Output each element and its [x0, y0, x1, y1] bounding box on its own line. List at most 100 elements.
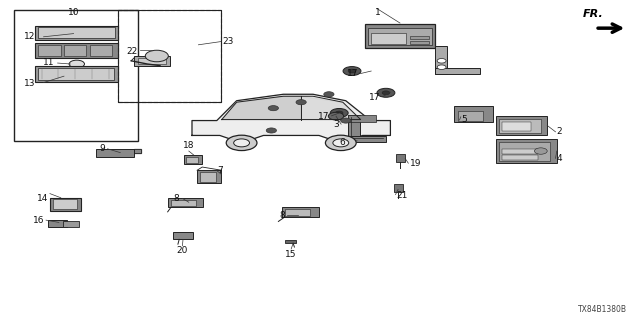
Bar [435, 46, 447, 74]
Bar [348, 115, 376, 122]
Text: 9: 9 [100, 144, 106, 153]
Text: 1: 1 [375, 8, 380, 17]
Text: 12: 12 [24, 32, 35, 41]
Bar [38, 27, 115, 38]
Text: 13: 13 [24, 79, 35, 88]
Bar [348, 136, 386, 142]
Text: 14: 14 [36, 194, 48, 203]
Circle shape [534, 148, 547, 154]
Bar [35, 26, 118, 40]
Text: 11: 11 [43, 58, 54, 67]
Bar [50, 198, 81, 211]
Bar [173, 232, 193, 239]
Circle shape [382, 91, 390, 95]
Text: 20: 20 [177, 246, 188, 255]
Bar [184, 155, 202, 164]
Bar [458, 111, 483, 121]
Bar [90, 45, 112, 56]
Text: 23: 23 [223, 37, 234, 46]
Text: 15: 15 [285, 250, 297, 259]
Bar [285, 240, 296, 243]
Bar [35, 43, 118, 58]
Bar [410, 36, 429, 39]
Circle shape [324, 92, 334, 97]
Circle shape [377, 88, 395, 97]
Circle shape [335, 111, 343, 115]
Bar [186, 157, 198, 163]
Bar [138, 58, 166, 64]
Text: 3: 3 [333, 120, 339, 129]
Bar [35, 66, 118, 82]
Bar [502, 149, 538, 154]
Text: 19: 19 [410, 159, 421, 168]
Circle shape [145, 50, 168, 62]
Bar [365, 24, 435, 48]
Bar [38, 68, 114, 80]
Polygon shape [134, 149, 141, 153]
Circle shape [333, 139, 349, 147]
Polygon shape [192, 94, 390, 143]
Circle shape [328, 112, 344, 120]
Text: 17: 17 [369, 93, 381, 102]
Circle shape [69, 60, 84, 68]
Bar [200, 172, 216, 182]
Bar [499, 119, 541, 133]
Bar [435, 68, 480, 74]
Bar [63, 221, 79, 227]
Bar [14, 10, 138, 141]
Polygon shape [301, 96, 361, 120]
Bar [171, 200, 196, 206]
Circle shape [340, 118, 351, 123]
Text: 2: 2 [557, 127, 563, 136]
Bar [53, 199, 77, 209]
Circle shape [226, 135, 257, 151]
Bar [285, 209, 310, 216]
Bar [134, 56, 170, 66]
Bar [38, 45, 61, 56]
Text: 5: 5 [461, 116, 467, 124]
Text: 22: 22 [126, 47, 138, 56]
Circle shape [268, 106, 278, 111]
Bar [96, 149, 134, 157]
Bar [410, 41, 429, 44]
Text: FR.: FR. [582, 9, 603, 19]
Text: TX84B1380B: TX84B1380B [578, 305, 627, 314]
Bar [496, 116, 547, 135]
Text: 10: 10 [68, 8, 79, 17]
Text: 18: 18 [183, 141, 195, 150]
Bar [502, 122, 531, 131]
Bar [168, 198, 203, 207]
Circle shape [348, 69, 356, 73]
Bar [394, 184, 403, 192]
Circle shape [234, 139, 250, 147]
Bar [348, 115, 360, 142]
Circle shape [325, 135, 356, 151]
Text: 7: 7 [218, 166, 223, 175]
Text: 17: 17 [318, 112, 330, 121]
Text: 6: 6 [340, 138, 346, 147]
Bar [197, 170, 221, 183]
Bar [368, 28, 432, 45]
Bar [118, 10, 221, 102]
Bar [454, 106, 493, 122]
Circle shape [296, 100, 307, 105]
Polygon shape [222, 96, 301, 120]
Bar [48, 220, 67, 227]
Bar [371, 33, 406, 44]
Bar [496, 139, 557, 163]
Circle shape [266, 128, 276, 133]
Text: 4: 4 [557, 154, 563, 163]
Bar [282, 207, 319, 217]
Bar [64, 45, 86, 56]
Text: 8: 8 [279, 212, 285, 220]
Text: 8: 8 [173, 194, 179, 203]
Bar [118, 10, 221, 102]
Circle shape [343, 67, 361, 76]
Circle shape [437, 59, 446, 63]
Bar [499, 142, 550, 161]
Text: 16: 16 [33, 216, 45, 225]
Text: 17: 17 [347, 69, 358, 78]
Circle shape [437, 65, 446, 69]
Bar [396, 154, 405, 162]
Bar [502, 155, 538, 160]
